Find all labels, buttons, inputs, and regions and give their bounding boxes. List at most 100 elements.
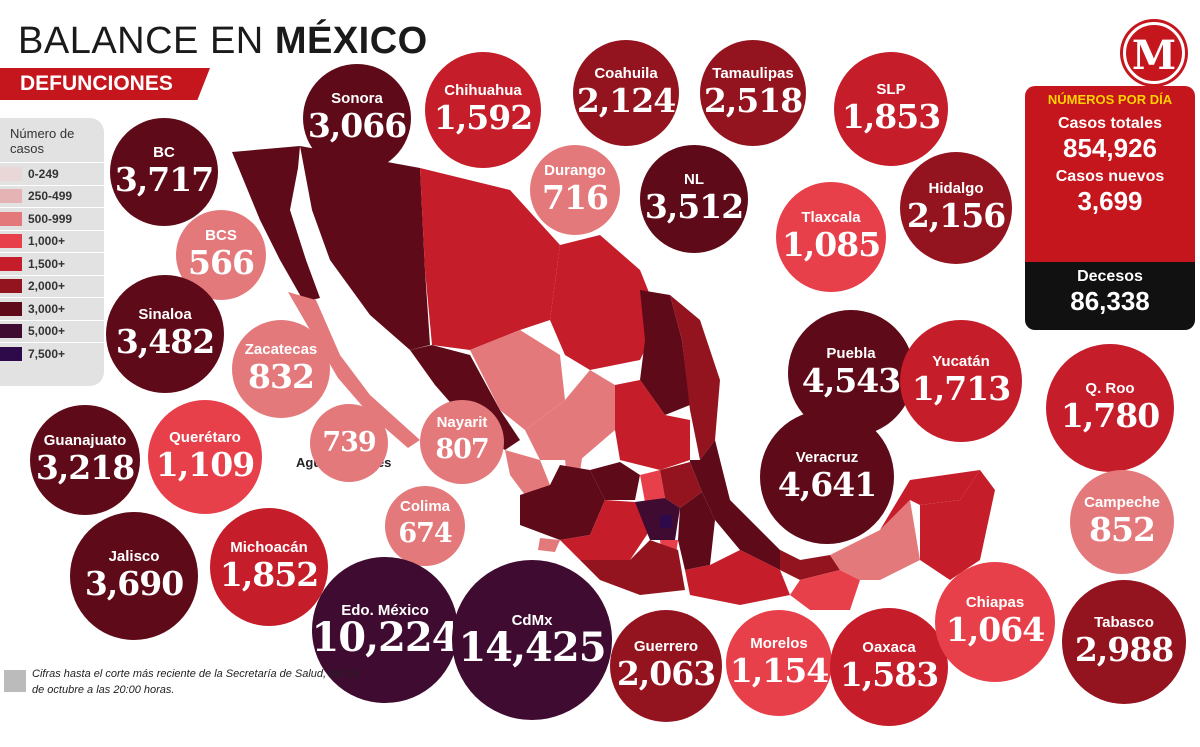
state-value: 1,852 xyxy=(219,555,319,594)
state-bubble: Michoacán 1,852 xyxy=(210,508,328,626)
state-name: Jalisco xyxy=(108,548,160,565)
state-value: 10,224 xyxy=(311,614,459,661)
map-state-guanajuato xyxy=(590,462,640,500)
state-bubble: BC 3,717 xyxy=(110,118,218,226)
state-name: Coahuila xyxy=(594,65,658,82)
state-value: 2,063 xyxy=(616,654,716,693)
state-value: 3,218 xyxy=(35,448,135,487)
state-name: Oaxaca xyxy=(862,639,916,656)
state-name: Nayarit xyxy=(436,414,488,431)
map-state-yucatan xyxy=(880,470,980,530)
legend-item: 1,000+ xyxy=(0,229,104,253)
state-value: 852 xyxy=(1089,510,1156,549)
legend-label: 3,000+ xyxy=(28,301,66,316)
state-name: Hidalgo xyxy=(928,180,984,197)
state-bubble: Colima 674 xyxy=(385,486,465,566)
casos-totales-label: Casos totales xyxy=(1057,115,1163,132)
state-value: 1,064 xyxy=(945,610,1045,649)
state-bubble: Zacatecas 832 xyxy=(232,320,330,418)
legend-label: 2,000+ xyxy=(28,279,66,294)
state-value: 1,109 xyxy=(155,445,255,484)
state-value: 739 xyxy=(322,427,376,458)
map-state-coahuila xyxy=(550,235,660,370)
state-name: Durango xyxy=(544,162,606,179)
state-name: BC xyxy=(153,144,175,161)
map-state-guerrero xyxy=(580,540,685,595)
state-name: Zacatecas xyxy=(244,341,318,358)
state-value: 566 xyxy=(188,243,255,282)
map-state-puebla xyxy=(678,492,715,570)
state-bubble: Querétaro 1,109 xyxy=(148,400,262,514)
state-name: NL xyxy=(684,171,704,188)
legend-item: 3,000+ xyxy=(0,297,104,320)
map-state-tamaulipas xyxy=(670,295,720,460)
state-name: Yucatán xyxy=(932,353,990,370)
map-state-tabasco xyxy=(780,550,840,580)
map-state-queretaro xyxy=(640,470,665,502)
state-value: 3,512 xyxy=(644,187,744,226)
state-value: 832 xyxy=(248,357,315,396)
map-state-chihuahua xyxy=(420,168,560,350)
map-state-oaxaca xyxy=(685,550,790,605)
map-state-bc xyxy=(232,146,320,302)
state-value: 3,690 xyxy=(84,564,184,603)
legend-swatch xyxy=(0,211,22,226)
state-bubble: Nayarit 807 xyxy=(420,400,504,484)
milenio-logo: M xyxy=(1123,22,1185,84)
legend-swatch xyxy=(0,279,22,294)
map-state-bcs xyxy=(288,292,420,448)
state-bubble: Oaxaca 1,583 xyxy=(830,608,948,726)
state-value: 2,124 xyxy=(576,81,676,120)
state-value: 4,543 xyxy=(801,361,901,400)
state-name: Tlaxcala xyxy=(801,209,861,226)
state-value: 1,583 xyxy=(839,655,939,694)
map-state-chiapas xyxy=(790,570,860,610)
state-name: SLP xyxy=(876,81,906,98)
state-value: 3,717 xyxy=(114,160,214,199)
state-bubble: Chihuahua 1,592 xyxy=(425,52,541,168)
state-value: 2,518 xyxy=(703,81,803,120)
state-bubble: Q. Roo 1,780 xyxy=(1046,344,1174,472)
state-bubble: SLP 1,853 xyxy=(834,52,948,166)
map-state-nayarit xyxy=(505,450,550,495)
state-name: Sinaloa xyxy=(138,306,192,323)
legend-label: 7,500+ xyxy=(28,346,66,361)
legend-item: 7,500+ xyxy=(0,342,104,365)
map-state-colima xyxy=(538,538,560,552)
state-value: 1,713 xyxy=(911,369,1011,408)
state-bubble: 739 xyxy=(310,404,388,482)
state-value: 3,482 xyxy=(115,322,215,361)
state-bubble: Durango 716 xyxy=(530,145,620,235)
casos-nuevos-value: 3,699 xyxy=(1077,186,1143,216)
state-name: Sonora xyxy=(331,90,383,107)
state-value: 674 xyxy=(398,518,452,549)
state-name: Chiapas xyxy=(965,594,1025,611)
state-name: BCS xyxy=(205,227,237,244)
state-bubble: CdMx 14,425 xyxy=(452,560,612,720)
state-name: Tamaulipas xyxy=(712,65,794,82)
state-value: 2,156 xyxy=(906,196,1006,235)
state-name: Tabasco xyxy=(1094,614,1154,631)
legend-label: 500-999 xyxy=(28,211,73,226)
map-state-veracruz xyxy=(690,440,800,570)
decesos-label: Decesos xyxy=(1077,268,1143,285)
state-bubble: Tamaulipas 2,518 xyxy=(700,40,806,146)
state-name: Querétaro xyxy=(169,429,241,446)
map-state-michoacan xyxy=(560,500,650,560)
state-bubble: Veracruz 4,641 xyxy=(760,410,894,544)
map-state-jalisco xyxy=(520,465,605,540)
state-value: 1,853 xyxy=(841,97,941,136)
map-state-edomex xyxy=(635,498,680,540)
state-bubble: Edo. México 10,224 xyxy=(311,557,460,703)
legend-label: 1,000+ xyxy=(28,234,66,249)
legend-item: 500-999 xyxy=(0,207,104,230)
stats-panel: NÚMEROS POR DÍA Casos totales 854,926 Ca… xyxy=(1025,86,1195,330)
legend-swatch xyxy=(0,234,22,249)
state-bubble: Tlaxcala 1,085 xyxy=(776,182,886,292)
state-name: Edo. México xyxy=(341,602,429,619)
state-bubble: Guerrero 2,063 xyxy=(610,610,722,722)
map-state-durango xyxy=(470,330,565,430)
state-name: Puebla xyxy=(826,345,876,362)
state-name: Colima xyxy=(399,498,450,515)
state-bubble: Hidalgo 2,156 xyxy=(900,152,1012,264)
